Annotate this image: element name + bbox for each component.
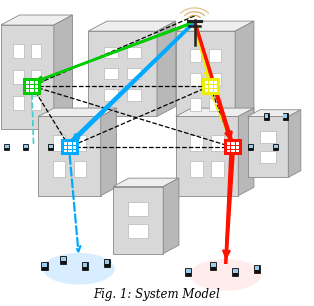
Bar — [31, 96, 41, 110]
Polygon shape — [54, 15, 73, 129]
Bar — [128, 225, 148, 238]
Bar — [104, 47, 118, 58]
Polygon shape — [288, 110, 301, 177]
Bar — [74, 161, 86, 177]
Polygon shape — [176, 21, 254, 31]
Bar — [128, 202, 148, 215]
Bar — [227, 145, 231, 148]
Bar — [24, 145, 28, 148]
Bar — [264, 114, 268, 118]
Bar — [53, 135, 65, 151]
Bar — [13, 70, 24, 84]
Bar — [210, 262, 216, 270]
Bar — [31, 70, 41, 84]
Bar — [190, 161, 203, 177]
Bar — [49, 145, 53, 148]
Bar — [83, 263, 88, 267]
Polygon shape — [163, 178, 179, 254]
Bar — [127, 68, 141, 80]
Polygon shape — [113, 187, 163, 254]
Bar — [190, 98, 202, 111]
Bar — [249, 145, 253, 148]
Polygon shape — [238, 108, 254, 196]
Bar — [209, 49, 221, 62]
Bar — [104, 259, 110, 267]
Bar — [274, 145, 278, 148]
Bar — [232, 268, 238, 276]
Text: Fig. 1: System Model: Fig. 1: System Model — [94, 288, 220, 301]
Bar — [273, 144, 278, 150]
Bar — [5, 145, 9, 148]
Bar — [105, 260, 109, 264]
Bar — [283, 113, 288, 120]
Polygon shape — [101, 108, 116, 196]
Bar — [31, 44, 41, 58]
Polygon shape — [88, 31, 157, 117]
Bar — [4, 144, 9, 150]
Bar — [209, 73, 221, 86]
Polygon shape — [1, 15, 73, 25]
Polygon shape — [157, 21, 176, 117]
Polygon shape — [176, 31, 235, 129]
Bar — [13, 44, 24, 58]
Bar — [260, 151, 276, 163]
Bar — [233, 269, 237, 273]
Polygon shape — [248, 117, 288, 177]
Bar — [74, 135, 86, 151]
Polygon shape — [1, 25, 54, 129]
Polygon shape — [38, 108, 116, 117]
Bar — [209, 98, 221, 111]
Bar — [104, 68, 118, 80]
Bar — [62, 140, 77, 154]
Bar — [24, 79, 40, 93]
Bar — [127, 89, 141, 101]
Polygon shape — [176, 117, 238, 196]
Bar — [60, 256, 66, 263]
Polygon shape — [176, 108, 254, 117]
Bar — [42, 263, 47, 267]
Bar — [283, 114, 287, 118]
Bar — [211, 161, 224, 177]
Bar — [264, 113, 269, 120]
Bar — [41, 262, 48, 270]
Bar — [255, 266, 259, 270]
Bar — [190, 135, 203, 151]
Bar — [53, 161, 65, 177]
Bar — [127, 47, 141, 58]
Bar — [82, 262, 88, 270]
Polygon shape — [235, 21, 254, 129]
Bar — [61, 257, 66, 261]
Bar — [226, 144, 231, 150]
Polygon shape — [113, 178, 179, 187]
Bar — [211, 135, 224, 151]
Bar — [190, 49, 202, 62]
Bar — [185, 268, 192, 276]
Bar — [211, 263, 216, 267]
Bar — [248, 144, 253, 150]
Polygon shape — [88, 21, 176, 31]
Ellipse shape — [43, 253, 115, 285]
Bar — [48, 144, 53, 150]
Bar — [260, 131, 276, 143]
Bar — [203, 79, 218, 93]
Bar — [190, 73, 202, 86]
Ellipse shape — [190, 259, 262, 291]
Bar — [254, 265, 260, 273]
Bar — [104, 89, 118, 101]
Bar — [23, 144, 28, 150]
Bar — [186, 269, 191, 273]
Polygon shape — [248, 110, 301, 117]
Bar — [225, 140, 240, 154]
Polygon shape — [38, 117, 101, 196]
Bar — [13, 96, 24, 110]
